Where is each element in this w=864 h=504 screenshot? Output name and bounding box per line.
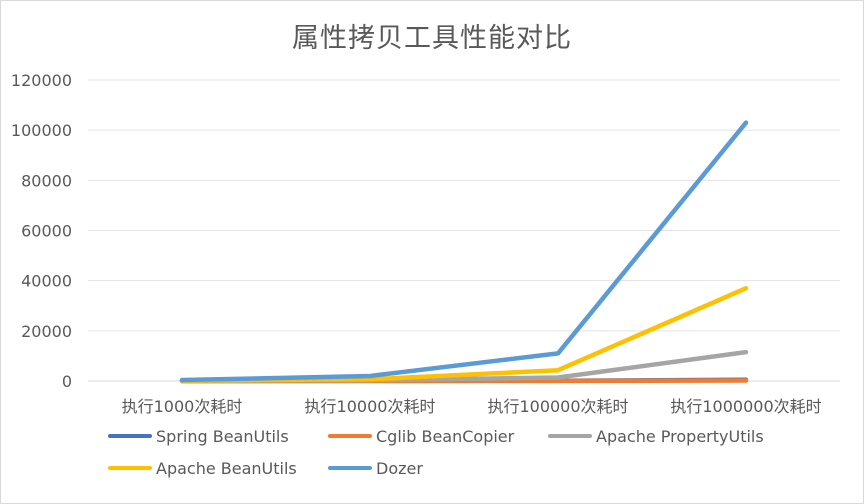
x-tick-label: 执行100000次耗时	[487, 397, 628, 416]
data-point	[181, 379, 183, 381]
data-point	[557, 376, 559, 378]
data-point	[557, 369, 559, 371]
y-tick-label: 100000	[11, 121, 72, 140]
x-tick-label: 执行1000次耗时	[122, 397, 243, 416]
data-point	[369, 375, 371, 377]
legend-swatch	[328, 434, 372, 438]
data-point	[745, 351, 747, 353]
data-point	[745, 122, 747, 124]
data-point	[557, 352, 559, 354]
y-tick-label: 20000	[21, 322, 72, 341]
legend-label: Cglib BeanCopier	[376, 426, 515, 446]
x-tick-label: 执行1000000次耗时	[670, 397, 821, 416]
legend-item: Cglib BeanCopier	[328, 425, 514, 447]
y-tick-label: 120000	[11, 71, 72, 90]
legend-swatch	[108, 434, 152, 438]
y-tick-label: 0	[62, 372, 72, 391]
y-tick-label: 60000	[21, 222, 72, 241]
legend-swatch	[548, 434, 592, 438]
series-line-4	[179, 120, 749, 383]
legend-label: Spring BeanUtils	[156, 426, 289, 446]
legend-label: Dozer	[376, 458, 423, 478]
legend-swatch	[328, 466, 372, 470]
legend-item: Dozer	[328, 457, 423, 479]
y-tick-label: 80000	[21, 171, 72, 190]
legend-item: Apache BeanUtils	[108, 457, 297, 479]
legend-item: Apache PropertyUtils	[548, 425, 764, 447]
chart-title: 属性拷贝工具性能对比	[292, 23, 572, 54]
data-point	[557, 380, 559, 382]
legend-label: Apache BeanUtils	[156, 458, 297, 478]
y-tick-label: 40000	[21, 272, 72, 291]
x-tick-label: 执行10000次耗时	[305, 397, 436, 416]
data-point	[745, 287, 747, 289]
data-point	[369, 378, 371, 380]
legend-swatch	[108, 466, 152, 470]
legend-label: Apache PropertyUtils	[596, 426, 764, 446]
data-point	[745, 379, 747, 381]
legend-item: Spring BeanUtils	[108, 425, 289, 447]
